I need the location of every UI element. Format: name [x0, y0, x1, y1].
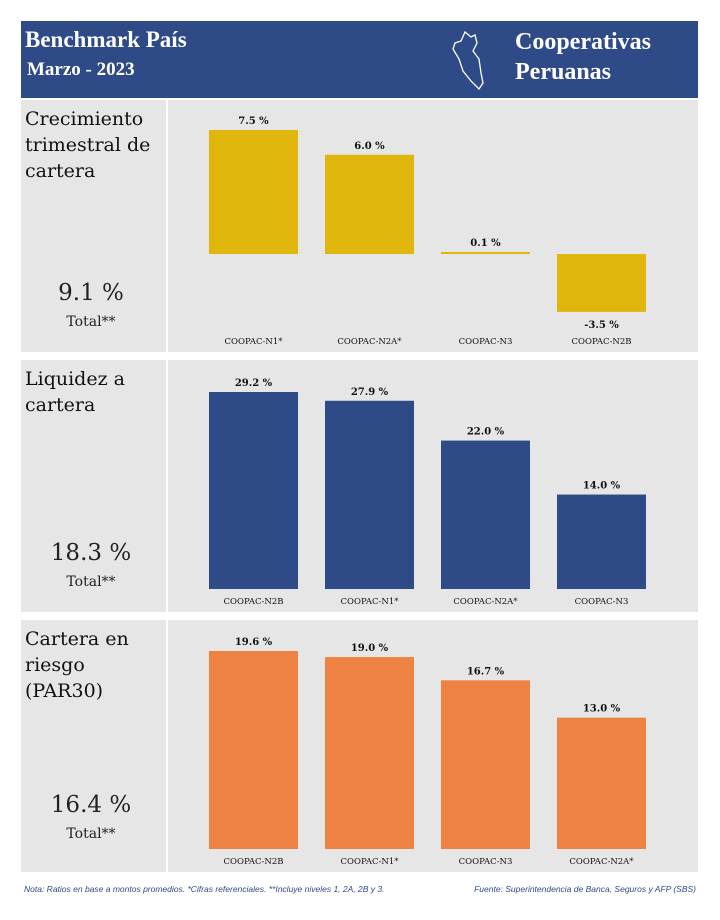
panel-portfolio-risk-summary: Cartera en riesgo (PAR30) 16.4 % Total** [21, 620, 166, 872]
data-label: 16.7 % [467, 666, 505, 677]
data-label: 27.9 % [351, 387, 389, 398]
category-label: COOPAC-N2B [572, 337, 632, 347]
report-title: Benchmark País [25, 27, 187, 52]
header-banner: Benchmark País Marzo - 2023 Cooperativas… [21, 21, 698, 98]
category-label: COOPAC-N2A* [453, 597, 518, 607]
org-name-line1: Cooperativas [515, 29, 651, 55]
data-label: 22.0 % [467, 427, 505, 438]
category-label: COOPAC-N3 [459, 857, 513, 867]
bar-COOPAC-N3 [557, 494, 646, 589]
total-value: 9.1 % [58, 280, 124, 306]
total-label: Total** [66, 314, 116, 330]
org-name-line2: Peruanas [515, 59, 611, 85]
bar-COOPAC-N1* [209, 130, 298, 254]
category-label: COOPAC-N2A* [337, 337, 402, 347]
category-label: COOPAC-N1* [225, 337, 284, 347]
category-label: COOPAC-N3 [575, 597, 629, 607]
footer-source: Fuente: Superintendencia de Banca, Segur… [474, 884, 696, 894]
data-label: -3.5 % [584, 320, 619, 331]
panel-title: Cartera en riesgo (PAR30) [25, 628, 129, 702]
bar-COOPAC-N3 [441, 252, 530, 254]
data-label: 19.0 % [351, 643, 389, 654]
report-period: Marzo - 2023 [27, 59, 135, 80]
chart-credit-growth: 7.5 % COOPAC-N1* 6.0 % COOPAC-N2A* 0.1 % COOP… [168, 100, 698, 352]
bar-COOPAC-N1* [325, 657, 414, 849]
bar-COOPAC-N2B [209, 392, 298, 589]
category-label: COOPAC-N3 [459, 337, 513, 347]
panel-credit-growth-summary: Crecimiento trimestral de cartera 9.1 % … [21, 100, 166, 352]
data-label: 19.6 % [235, 637, 273, 648]
category-label: COOPAC-N2A* [569, 857, 634, 867]
bar-COOPAC-N2B [209, 651, 298, 849]
panel-title: Crecimiento trimestral de cartera [25, 108, 151, 182]
total-value: 16.4 % [50, 792, 132, 818]
panel-liquidity-summary: Liquidez a cartera 18.3 % Total** [21, 360, 166, 612]
category-label: COOPAC-N2B [224, 597, 284, 607]
data-label: 29.2 % [235, 378, 273, 389]
footer-note: Nota: Ratios en base a montos promedios.… [24, 884, 385, 894]
data-label: 7.5 % [238, 116, 269, 127]
data-label: 14.0 % [583, 481, 621, 492]
data-label: 13.0 % [583, 704, 621, 715]
category-label: COOPAC-N2B [224, 857, 284, 867]
org-name: Cooperativas Peruanas [515, 27, 651, 87]
bar-COOPAC-N1* [325, 400, 414, 589]
bar-COOPAC-N3 [441, 680, 530, 849]
total-label: Total** [66, 826, 116, 842]
bar-COOPAC-N2A* [441, 440, 530, 589]
chart-portfolio-risk: 19.6 % COOPAC-N2B 19.0 % COOPAC-N1* 16.7 % CO… [168, 620, 698, 872]
chart-liquidity: 29.2 % COOPAC-N2B 27.9 % COOPAC-N1* 22.0 % CO… [168, 360, 698, 612]
bar-COOPAC-N2B [557, 254, 646, 312]
category-label: COOPAC-N1* [341, 597, 400, 607]
total-label: Total** [66, 574, 116, 590]
bar-COOPAC-N2A* [325, 154, 414, 254]
peru-map-icon [452, 30, 484, 91]
data-label: 0.1 % [470, 238, 501, 249]
panel-title: Liquidez a cartera [25, 368, 125, 416]
data-label: 6.0 % [354, 141, 385, 152]
total-value: 18.3 % [50, 540, 132, 566]
bar-COOPAC-N2A* [557, 717, 646, 849]
category-label: COOPAC-N1* [341, 857, 400, 867]
